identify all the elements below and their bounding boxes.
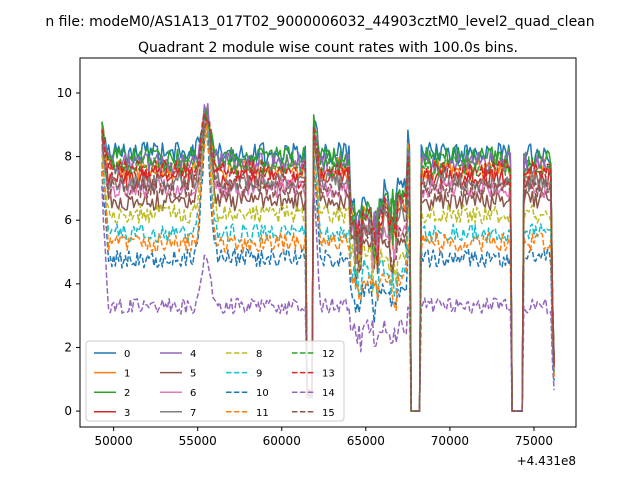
x-tick-label: 75000 <box>515 434 553 448</box>
y-tick-label: 2 <box>64 340 72 354</box>
legend-label-12: 12 <box>322 349 335 360</box>
chart-title: Quadrant 2 module wise count rates with … <box>138 40 518 56</box>
x-tick-label: 55000 <box>179 434 217 448</box>
axes-frame <box>79 57 577 428</box>
legend-label-8: 8 <box>256 349 262 360</box>
legend-label-7: 7 <box>190 408 196 419</box>
legend-label-2: 2 <box>124 388 130 399</box>
legend-label-10: 10 <box>256 388 269 399</box>
legend-label-0: 0 <box>124 349 130 360</box>
y-tick-label: 0 <box>64 404 72 418</box>
legend-label-1: 1 <box>124 369 130 380</box>
x-tick-label: 65000 <box>347 434 385 448</box>
legend-box <box>85 340 345 422</box>
y-tick-label: 10 <box>57 86 72 100</box>
series-line-15 <box>101 119 555 412</box>
series-line-14 <box>101 185 555 412</box>
x-tick-label: 50000 <box>95 434 133 448</box>
legend-label-3: 3 <box>124 408 130 419</box>
legend-label-5: 5 <box>190 369 196 380</box>
series-line-13 <box>101 113 555 412</box>
legend-label-14: 14 <box>322 388 335 399</box>
legend-label-4: 4 <box>190 349 196 360</box>
plot-area <box>101 102 555 412</box>
y-tick-label: 8 <box>64 150 72 164</box>
legend-label-11: 11 <box>256 408 269 419</box>
x-offset-label: +4.431e8 <box>517 454 576 468</box>
x-tick-label: 70000 <box>431 434 469 448</box>
figure-suptitle: n file: modeM0/AS1A13_017T02_9000006032_… <box>45 14 594 30</box>
y-tick-label: 6 <box>64 213 72 227</box>
series-line-12 <box>101 110 555 412</box>
y-tick-label: 4 <box>64 277 72 291</box>
legend-label-6: 6 <box>190 388 196 399</box>
series-line-10 <box>101 134 555 412</box>
legend-label-15: 15 <box>322 408 335 419</box>
legend-label-9: 9 <box>256 369 262 380</box>
series-line-3 <box>101 109 555 412</box>
legend-label-13: 13 <box>322 369 335 380</box>
series-line-5 <box>101 113 555 412</box>
series-line-9 <box>101 119 555 412</box>
axes: 50000 55000 60000 65000 70000 750000246810+4.… <box>57 57 577 468</box>
series-line-8 <box>101 124 555 412</box>
series-line-11 <box>101 120 555 412</box>
x-tick-label: 60000 <box>263 434 301 448</box>
